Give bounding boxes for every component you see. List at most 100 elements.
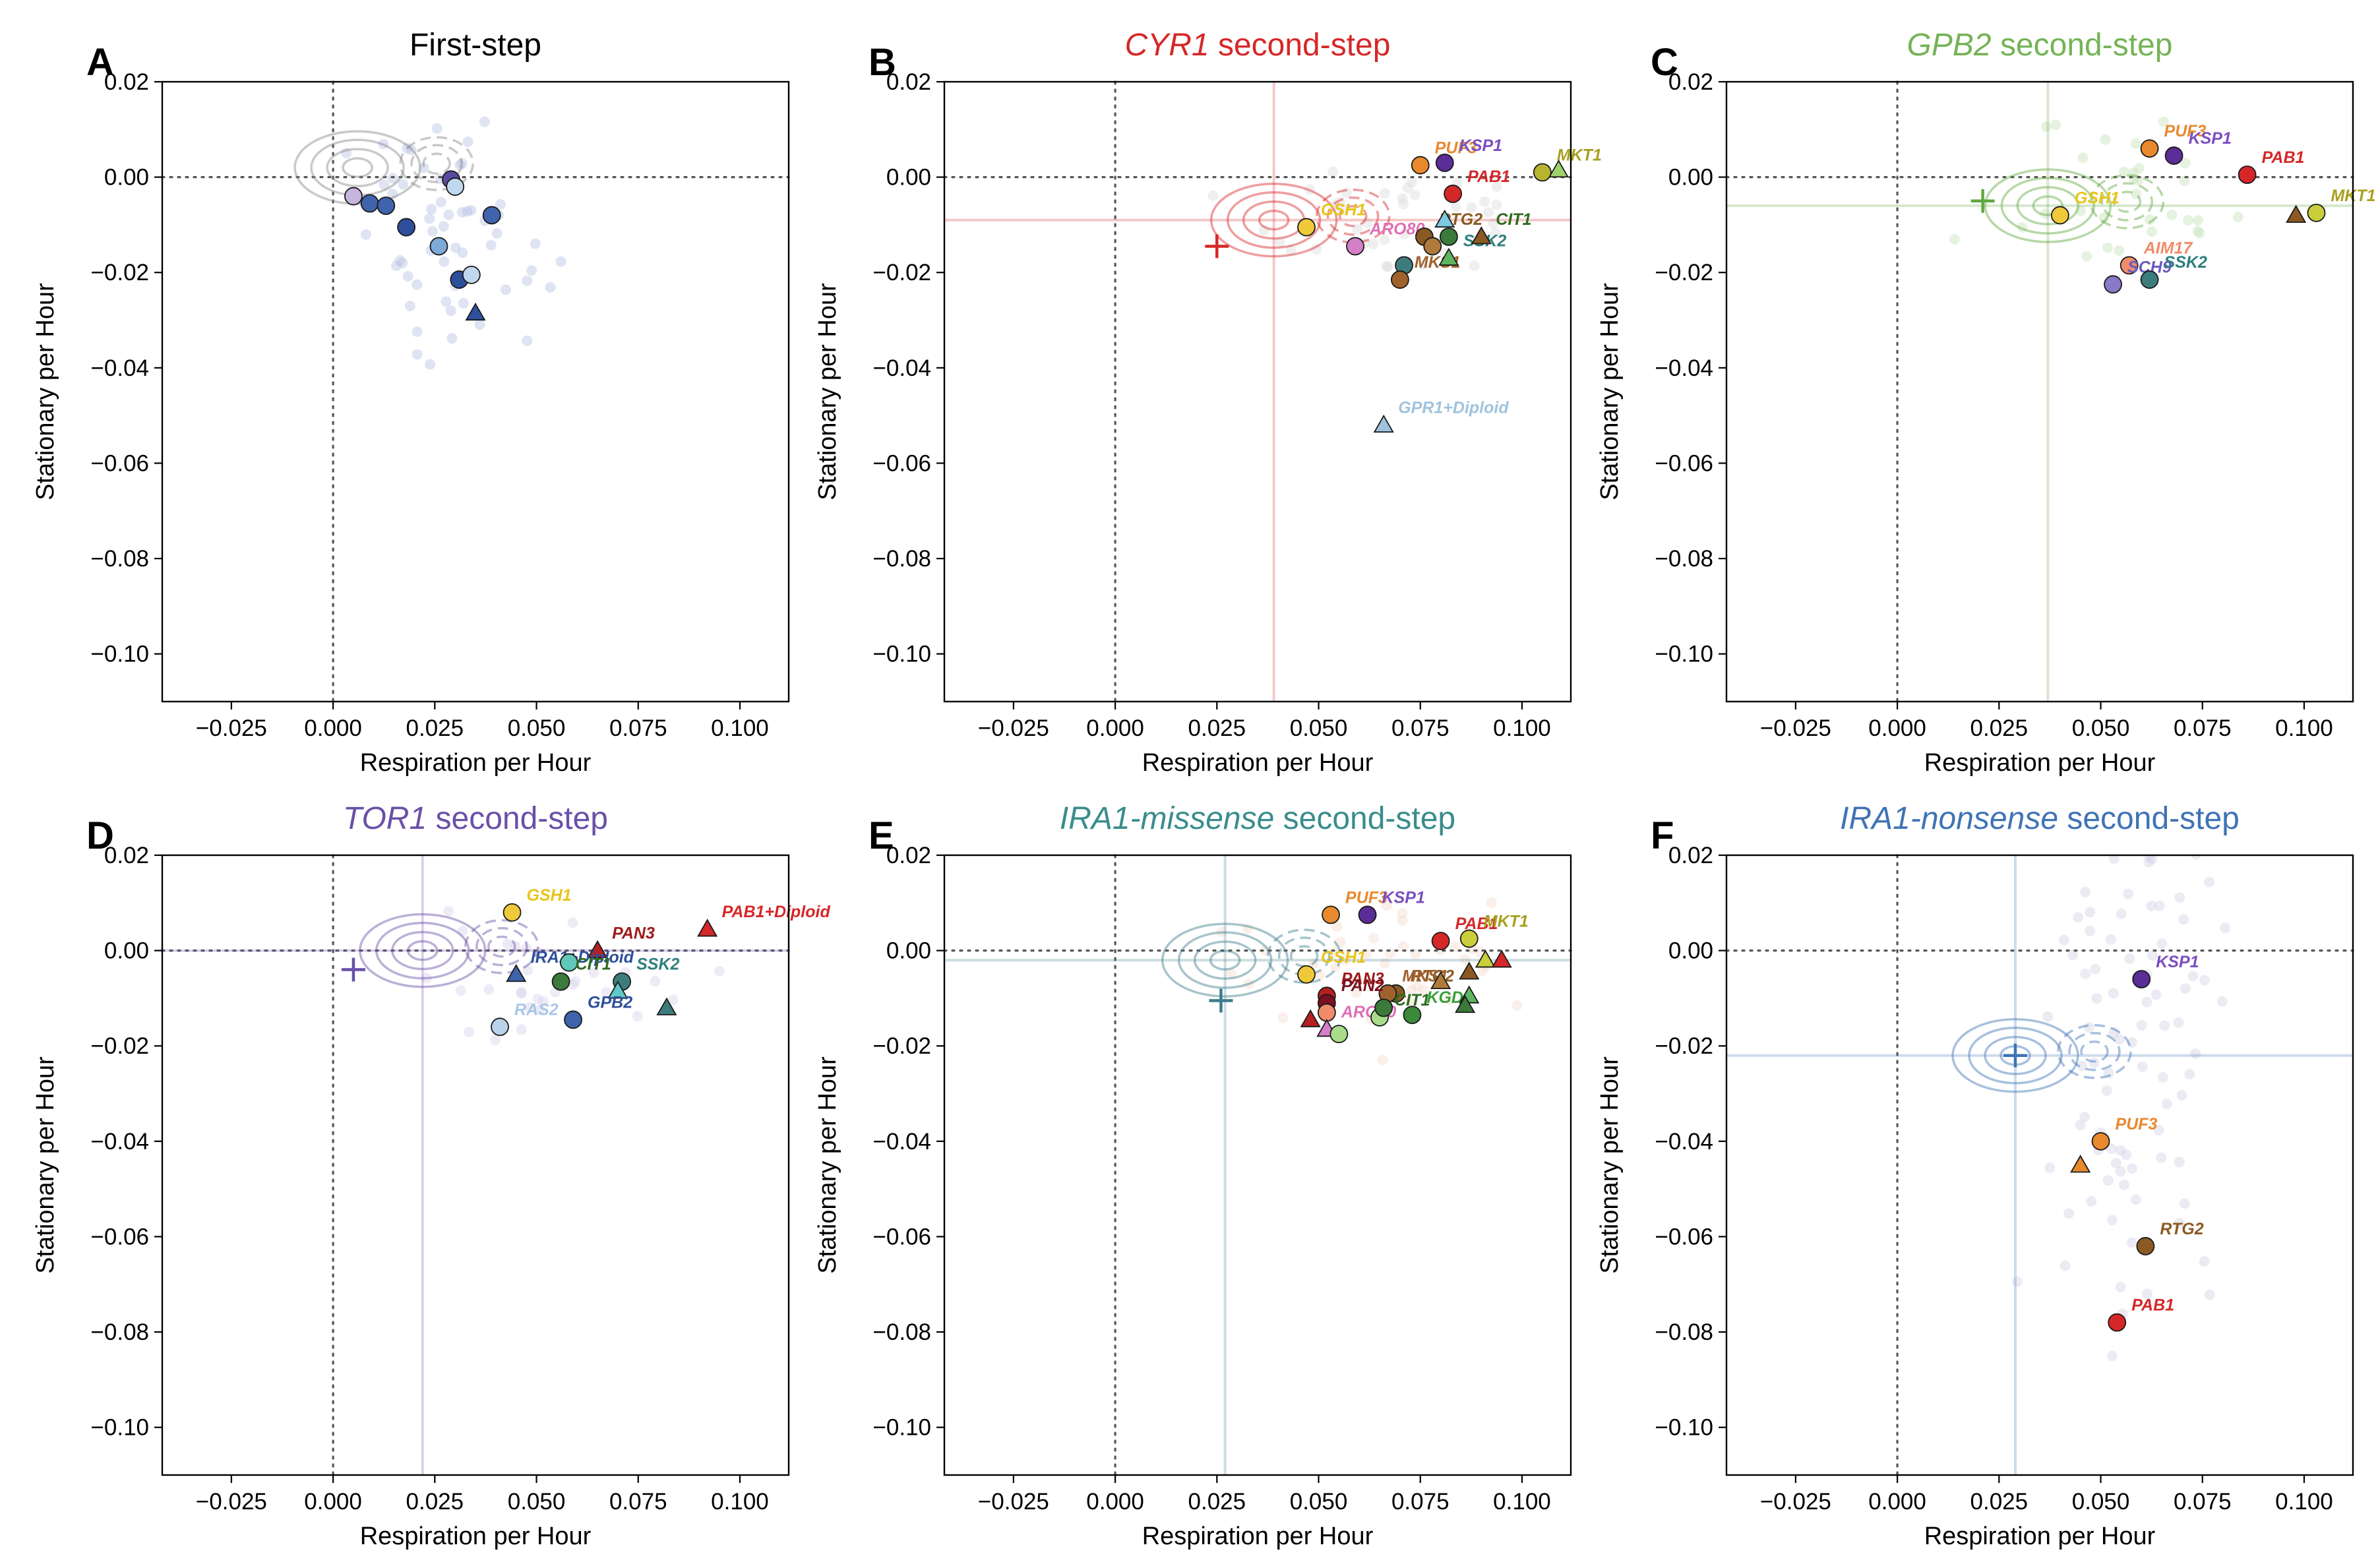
density-contour-solid xyxy=(359,913,487,988)
background-point xyxy=(545,282,556,293)
data-point[interactable] xyxy=(1403,1006,1422,1025)
density-contour-solid xyxy=(1193,940,1257,980)
y-tick-label: −0.02 xyxy=(872,1033,931,1059)
background-point xyxy=(2106,1215,2118,1226)
data-point-triangle[interactable] xyxy=(697,919,718,937)
data-point[interactable] xyxy=(2050,206,2069,225)
data-point-triangle[interactable] xyxy=(1430,971,1451,990)
data-point-triangle[interactable] xyxy=(607,980,628,999)
density-contour-solid xyxy=(407,940,439,961)
data-point[interactable] xyxy=(2140,139,2159,158)
background-point xyxy=(443,209,454,220)
data-point[interactable] xyxy=(397,218,416,237)
data-point-triangle[interactable] xyxy=(1491,950,1512,968)
data-point[interactable] xyxy=(564,1010,582,1029)
x-tick-label: 0.050 xyxy=(508,1489,566,1515)
background-point xyxy=(2042,1011,2054,1022)
data-point[interactable] xyxy=(2104,275,2122,294)
data-point[interactable] xyxy=(462,265,481,284)
data-point[interactable] xyxy=(2164,146,2183,165)
data-point[interactable] xyxy=(2120,256,2139,275)
y-tick-label: −0.06 xyxy=(1655,450,1713,476)
background-point xyxy=(1490,227,1501,239)
data-point[interactable] xyxy=(1329,1025,1349,1044)
background-point xyxy=(555,256,566,267)
background-point xyxy=(425,359,436,370)
data-point[interactable] xyxy=(429,237,448,256)
data-point-triangle[interactable] xyxy=(1438,247,1459,266)
data-point[interactable] xyxy=(1423,237,1442,256)
data-point[interactable] xyxy=(1391,270,1409,289)
data-point[interactable] xyxy=(2108,1313,2127,1332)
data-point[interactable] xyxy=(1431,932,1450,951)
data-point[interactable] xyxy=(503,903,522,922)
point-label: RAS2 xyxy=(514,1000,559,1019)
background-point xyxy=(2147,226,2158,237)
data-point[interactable] xyxy=(2140,270,2159,289)
data-point[interactable] xyxy=(446,177,465,196)
data-point[interactable] xyxy=(1297,218,1316,237)
background-point xyxy=(1341,187,1353,198)
data-point-triangle[interactable] xyxy=(1459,961,1480,980)
data-point[interactable] xyxy=(1411,156,1430,175)
data-point[interactable] xyxy=(559,953,578,972)
background-point xyxy=(1397,915,1408,926)
background-point xyxy=(2114,1034,2125,1045)
data-point[interactable] xyxy=(377,196,396,215)
data-point[interactable] xyxy=(491,1017,509,1037)
data-point[interactable] xyxy=(482,206,501,225)
data-point[interactable] xyxy=(360,194,379,213)
background-point xyxy=(438,221,449,232)
panel-title-rest: second-step xyxy=(2058,801,2240,836)
point-label: PAB1+Diploid xyxy=(722,903,831,921)
data-point[interactable] xyxy=(2307,203,2326,222)
data-point[interactable] xyxy=(1444,185,1463,203)
background-point xyxy=(427,226,439,237)
data-point[interactable] xyxy=(1358,905,1377,924)
background-point xyxy=(502,938,513,950)
data-point-triangle[interactable] xyxy=(1548,159,1570,178)
density-contours xyxy=(1161,922,1342,998)
background-point xyxy=(2194,227,2205,239)
data-point-triangle[interactable] xyxy=(2070,1155,2091,1173)
data-point[interactable] xyxy=(2132,970,2151,988)
density-contour-solid xyxy=(1226,191,1322,249)
data-point[interactable] xyxy=(1459,929,1479,948)
data-point-triangle[interactable] xyxy=(1475,950,1496,968)
data-point[interactable] xyxy=(1440,227,1458,246)
background-point xyxy=(466,204,477,216)
data-point-triangle[interactable] xyxy=(465,302,486,321)
background-point xyxy=(2080,968,2091,979)
data-point-triangle[interactable] xyxy=(2286,204,2307,223)
x-tick-label: 0.100 xyxy=(711,1489,769,1515)
data-point[interactable] xyxy=(1533,163,1552,182)
data-point[interactable] xyxy=(1435,154,1454,172)
data-point[interactable] xyxy=(2091,1131,2110,1151)
data-point-triangle[interactable] xyxy=(1300,1009,1321,1027)
data-point[interactable] xyxy=(1317,1003,1336,1022)
x-tick-label: 0.000 xyxy=(304,715,362,741)
data-point-triangle[interactable] xyxy=(1434,209,1455,228)
data-point[interactable] xyxy=(1374,998,1393,1017)
data-point-triangle[interactable] xyxy=(1455,994,1476,1013)
data-point[interactable] xyxy=(1322,905,1340,924)
data-point-triangle[interactable] xyxy=(506,963,527,982)
background-point xyxy=(1450,201,1461,212)
data-point[interactable] xyxy=(1297,965,1316,984)
background-point xyxy=(567,917,578,928)
data-point[interactable] xyxy=(2136,1237,2155,1255)
data-point[interactable] xyxy=(344,187,363,206)
data-point-triangle[interactable] xyxy=(587,940,608,959)
x-tick-label: 0.100 xyxy=(2275,715,2333,741)
data-point[interactable] xyxy=(2238,166,2257,184)
y-tick-label: −0.08 xyxy=(90,1319,149,1345)
background-point xyxy=(1334,196,1345,208)
density-contour-solid xyxy=(1209,950,1241,971)
data-point-triangle[interactable] xyxy=(1373,414,1394,433)
panel-title-gene: CYR1 xyxy=(1125,28,1209,63)
data-point[interactable] xyxy=(551,972,570,991)
data-point-triangle[interactable] xyxy=(1471,226,1492,245)
data-point-triangle[interactable] xyxy=(656,997,677,1015)
data-point[interactable] xyxy=(1346,237,1364,256)
